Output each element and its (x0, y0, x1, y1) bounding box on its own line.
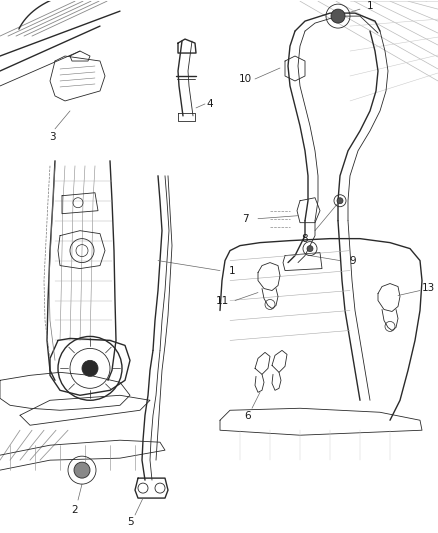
Text: 2: 2 (72, 505, 78, 515)
Circle shape (331, 9, 345, 23)
Text: 8: 8 (302, 233, 308, 244)
Text: 1: 1 (367, 1, 373, 11)
Text: 3: 3 (49, 132, 55, 142)
Text: 1: 1 (229, 265, 235, 276)
Text: 9: 9 (350, 256, 356, 265)
Text: 6: 6 (245, 411, 251, 421)
Circle shape (74, 462, 90, 478)
Circle shape (307, 246, 313, 252)
Text: 4: 4 (207, 99, 213, 109)
Text: 7: 7 (242, 214, 248, 224)
Circle shape (82, 360, 98, 376)
Text: 10: 10 (238, 74, 251, 84)
Circle shape (337, 198, 343, 204)
Text: 5: 5 (127, 517, 133, 527)
Text: 11: 11 (215, 295, 229, 305)
Text: 13: 13 (421, 282, 434, 293)
